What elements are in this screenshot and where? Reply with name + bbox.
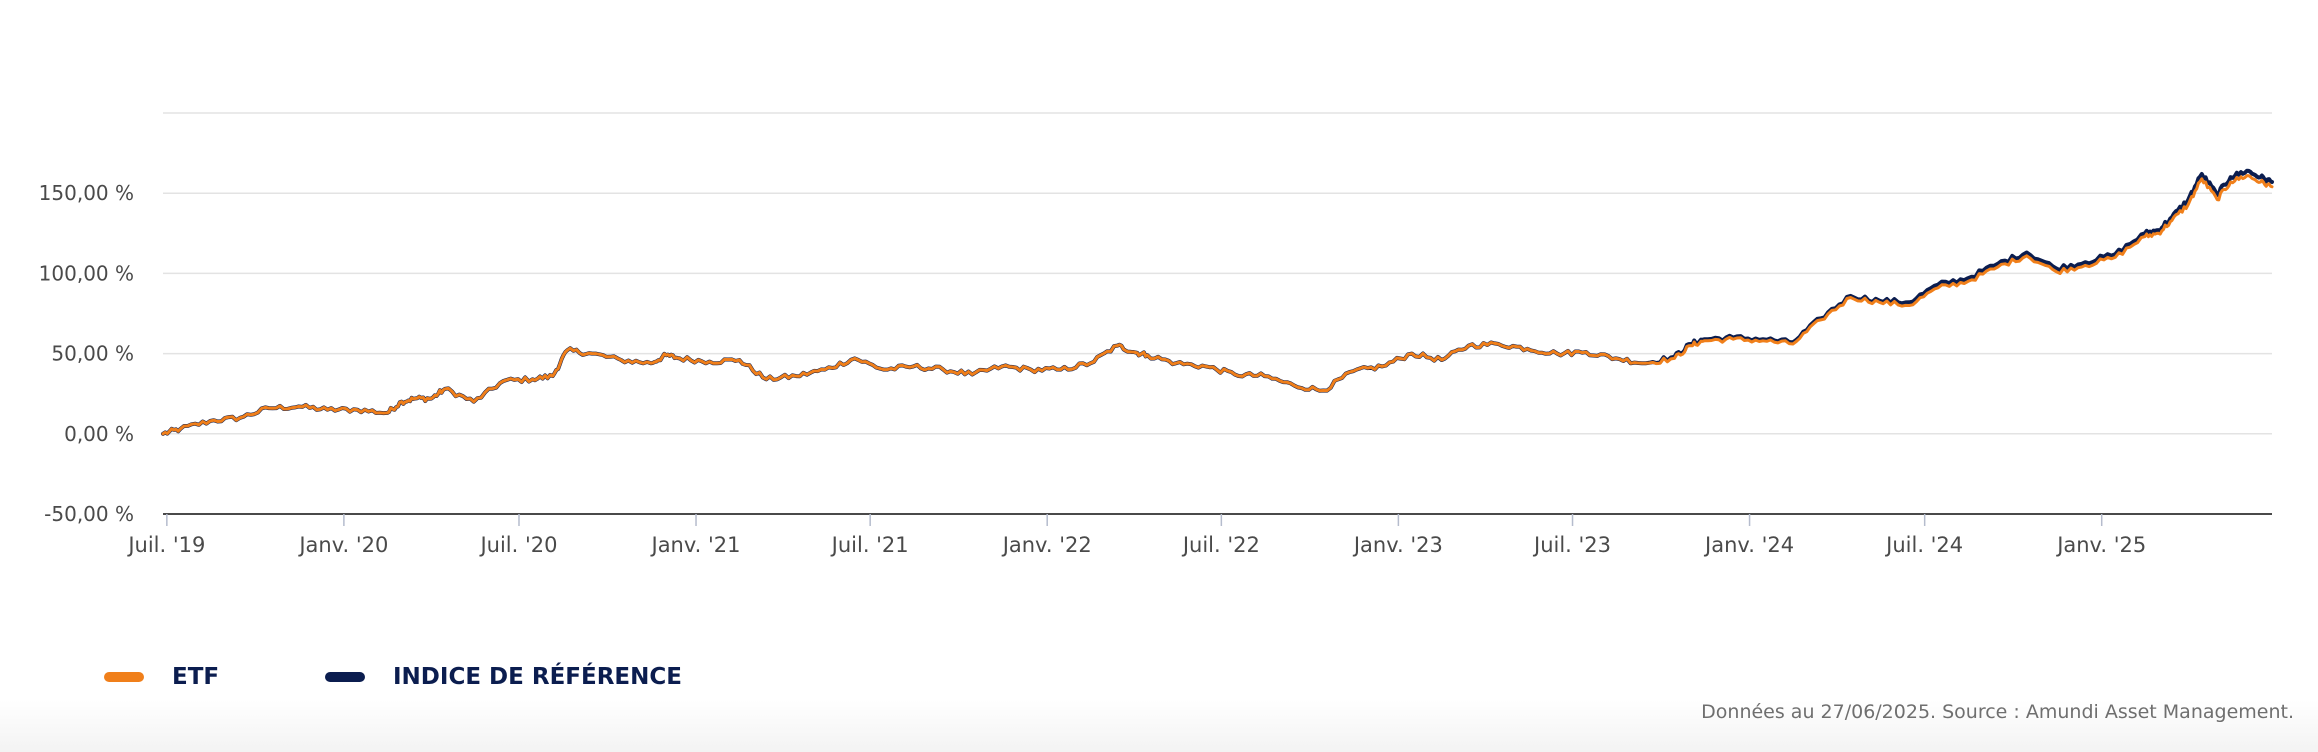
x-tick-label: Janv. '22 xyxy=(1001,533,1092,557)
x-tick-label: Janv. '23 xyxy=(1352,533,1443,557)
y-tick-label: -50,00 % xyxy=(44,502,134,526)
x-tick-label: Juil. '20 xyxy=(478,533,557,557)
x-tick-label: Juil. '24 xyxy=(1884,533,1963,557)
legend-swatch-etf xyxy=(104,672,144,682)
x-tick-label: Juil. '19 xyxy=(126,533,205,557)
y-tick-label: 50,00 % xyxy=(51,342,134,366)
x-axis-ticks: Juil. '19 Janv. '20 Juil. '20 Janv. '21 Juil… xyxy=(126,514,2146,557)
y-axis-ticks: -50,00 % 0,00 % 50,00 % 100,00 % 150,00 % xyxy=(39,181,134,526)
x-tick-label: Janv. '20 xyxy=(297,533,388,557)
chart-grid xyxy=(163,112,2272,515)
x-tick-label: Janv. '21 xyxy=(650,533,741,557)
x-tick-label: Janv. '24 xyxy=(1703,533,1794,557)
legend-item-etf[interactable]: ETF xyxy=(104,664,219,690)
performance-line-chart: -50,00 % 0,00 % 50,00 % 100,00 % 150,00 % Ju… xyxy=(39,112,2274,557)
legend-label-benchmark: INDICE DE RÉFÉRENCE xyxy=(393,664,682,690)
legend-label-etf: ETF xyxy=(172,664,220,690)
footer-band xyxy=(0,700,2318,752)
y-tick-label: 100,00 % xyxy=(39,261,134,285)
y-tick-label: 0,00 % xyxy=(64,422,134,446)
source-note: Données au 27/06/2025. Source : Amundi A… xyxy=(1701,701,2294,723)
legend-item-benchmark[interactable]: INDICE DE RÉFÉRENCE xyxy=(325,664,682,690)
chart-series xyxy=(161,168,2274,436)
y-tick-label: 150,00 % xyxy=(39,181,134,205)
x-tick-label: Janv. '25 xyxy=(2055,533,2146,557)
x-tick-label: Juil. '21 xyxy=(830,533,909,557)
x-tick-label: Juil. '23 xyxy=(1532,533,1611,557)
series-line-benchmark xyxy=(161,168,2274,436)
legend-swatch-benchmark xyxy=(325,672,365,682)
x-tick-label: Juil. '22 xyxy=(1181,533,1260,557)
series-line-etf xyxy=(161,174,2274,436)
